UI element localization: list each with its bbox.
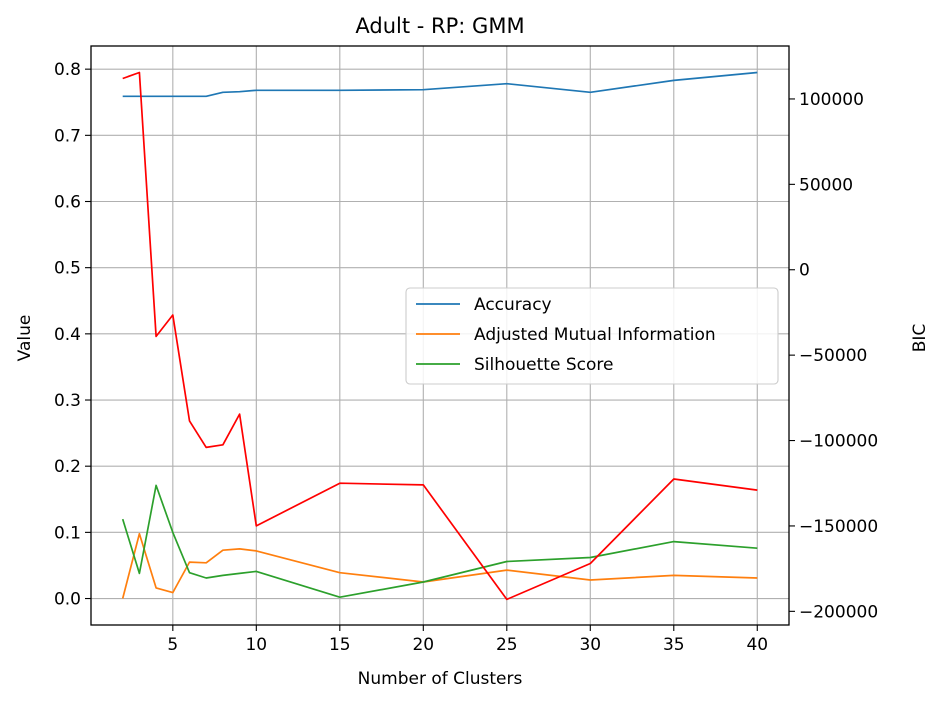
y-axis-label: Value [15,315,35,362]
y2-tick-label: 0 [799,261,810,281]
legend-label: Adjusted Mutual Information [474,325,716,345]
x-tick-label: 10 [245,635,267,655]
y2-tick-label: −200000 [799,602,878,622]
x-tick-label: 20 [412,635,434,655]
y-tick-label: 0.1 [54,523,81,543]
x-tick-label: 30 [579,635,601,655]
legend-box [405,287,779,385]
x-tick-label: 40 [746,635,768,655]
y-tick-label: 0.7 [54,126,81,146]
y-tick-label: 0.3 [54,391,81,411]
x-tick-label: 35 [663,635,685,655]
x-tick-label: 25 [496,635,518,655]
legend-label: Silhouette Score [474,355,613,375]
y2-tick-label: −100000 [799,432,878,452]
x-tick-label: 15 [329,635,351,655]
legend-label: Accuracy [474,295,552,315]
series-line-adjusted-mutual-information [121,532,758,599]
y2-tick-label: 100000 [799,90,864,110]
legend: Accuracy Adjusted Mutual Information Silho… [405,287,779,385]
y-tick-label: 0.0 [54,590,81,610]
x-axis-label: Number of Clusters [358,669,523,689]
y2-axis-label: BIC [910,324,930,353]
y-tick-label: 0.2 [54,457,81,477]
y2-tick-label: −150000 [799,517,878,537]
series-line-bic [122,71,758,601]
axis-ticks: 5 10 15 20 25 30 35 40 0.0 0.1 0.2 0.3 0.4 0.5 0.6 0.7 0… [54,60,878,655]
y-tick-label: 0.8 [54,60,81,80]
grid-lines [91,46,789,625]
chart-title: Adult - RP: GMM [355,14,524,38]
series-lines [121,71,758,601]
y-tick-label: 0.6 [54,193,81,213]
y-tick-label: 0.4 [54,325,81,345]
y2-tick-label: 50000 [799,175,853,195]
series-line-silhouette-score [121,484,758,599]
series-line-accuracy [122,71,758,98]
y-tick-label: 0.5 [54,259,81,279]
y2-tick-label: −50000 [799,346,867,366]
x-tick-label: 5 [167,635,178,655]
plot-frame [90,45,790,626]
